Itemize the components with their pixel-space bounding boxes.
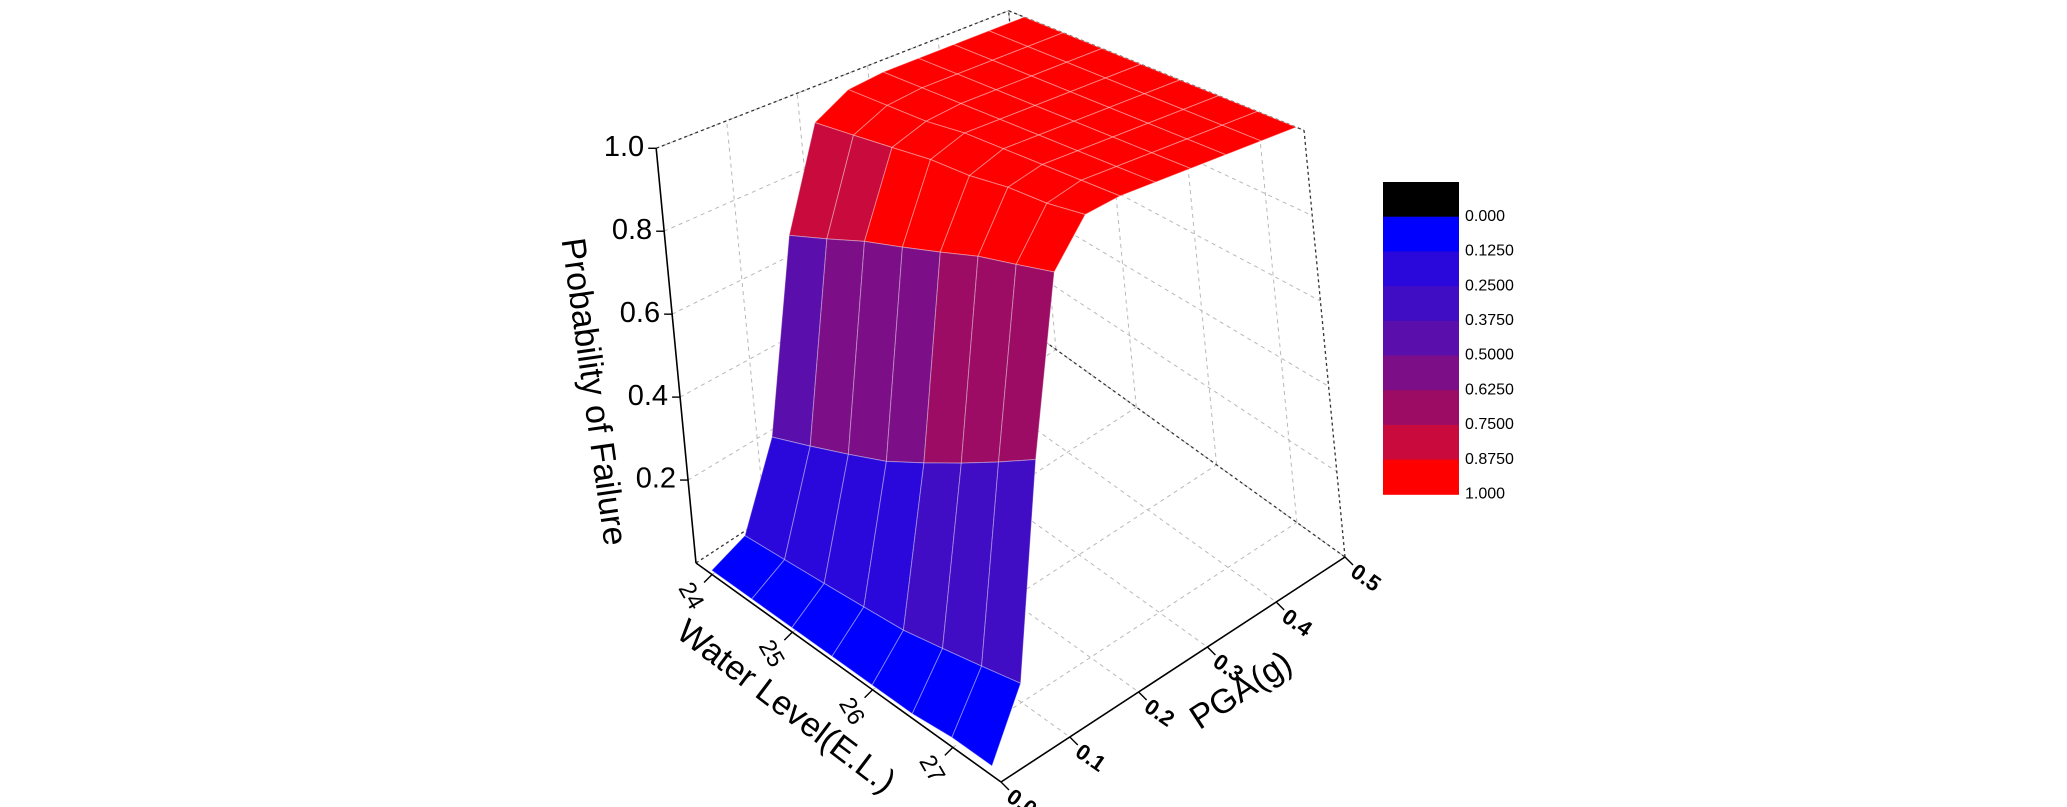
surface-facet (998, 263, 1055, 463)
z-tick-label: 1.0 (604, 131, 644, 163)
colorbar-label: 0.8750 (1465, 451, 1514, 468)
tick-mark (783, 631, 793, 641)
x-axis (695, 562, 1002, 783)
colorbar-label: 0.000 (1465, 208, 1505, 225)
colorbar-swatch (1383, 424, 1459, 461)
z-tick-label: 0.4 (628, 380, 668, 412)
colorbar-swatch (1383, 390, 1459, 426)
tick-mark (1138, 691, 1148, 701)
colorbar-swatch (1383, 286, 1459, 322)
surface-facet (1150, 138, 1228, 170)
surface-facet (1115, 152, 1192, 183)
grid-line (902, 427, 1208, 648)
colorbar-label: 1.000 (1465, 486, 1505, 503)
z-tick-label: 0.6 (620, 297, 660, 329)
grid-line (656, 10, 1009, 149)
tick-mark (703, 574, 713, 584)
tick-mark (944, 746, 954, 756)
colorbar-swatch (1383, 355, 1459, 391)
colorbar-label: 0.1250 (1465, 243, 1514, 260)
colorbar-swatch (1383, 251, 1459, 287)
colorbar-swatch (1383, 320, 1459, 356)
z-axis-label: Probability of Failure (554, 236, 635, 548)
axis-box (1039, 337, 1346, 558)
surface-facet (981, 459, 1037, 685)
tick-mark (1000, 781, 1010, 791)
tick-mark (1206, 646, 1216, 656)
tick-mark (1344, 556, 1354, 566)
colorbar-label: 0.6250 (1465, 381, 1514, 398)
x-tick-label: 27 (913, 751, 950, 788)
z-axis (655, 148, 697, 564)
y-axis (1000, 556, 1346, 783)
y-axis-label: PGA(g) (1183, 644, 1299, 738)
z-tick-label: 0.8 (612, 214, 652, 246)
grid-line (1256, 111, 1298, 523)
z-tick-label: 0.2 (636, 463, 676, 495)
surface-facet (1079, 165, 1157, 197)
surface-facet (1185, 124, 1263, 156)
colorbar-swatch (1383, 182, 1459, 218)
axis-box (1008, 10, 1305, 131)
grid-line (1014, 75, 1313, 217)
surface-facet (1220, 110, 1298, 142)
tick-mark (1069, 736, 1079, 746)
colorbar-label: 0.2500 (1465, 277, 1514, 294)
colorbar-swatch (1383, 216, 1459, 252)
colorbar-swatch (1383, 459, 1459, 495)
axis-box (1303, 130, 1346, 558)
colorbar-label: 0.7500 (1465, 416, 1514, 433)
grid-line (1027, 206, 1329, 387)
colorbar-label: 0.3750 (1465, 312, 1514, 329)
colorbar-label: 0.5000 (1465, 347, 1514, 364)
y-tick-label: 0.0 (1002, 784, 1041, 807)
x-tick-label: 24 (673, 578, 710, 615)
tick-mark (864, 689, 874, 699)
surface-facet (951, 665, 1022, 767)
grid-line (726, 120, 766, 519)
grid-line (970, 382, 1277, 603)
tick-mark (1275, 601, 1285, 611)
